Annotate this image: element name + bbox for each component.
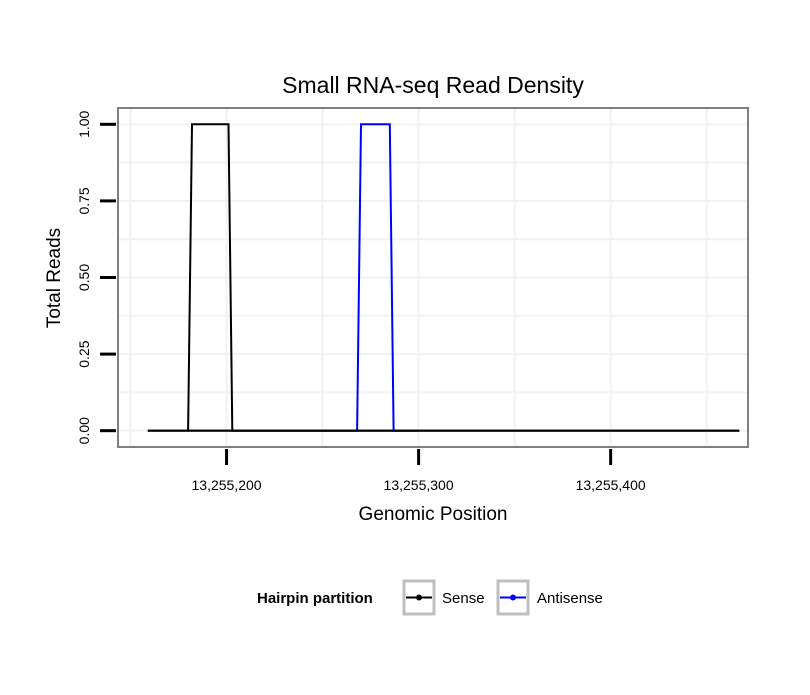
chart-title: Small RNA-seq Read Density [282, 72, 584, 98]
y-tick-label: 0.50 [76, 264, 92, 291]
grid [119, 109, 747, 446]
legend-label-antisense: Antisense [537, 590, 603, 607]
x-tick-label: 13,255,400 [576, 477, 646, 493]
plot-panel-border [117, 107, 749, 448]
legend-title: Hairpin partition [257, 590, 373, 607]
legend-dot-sense [416, 594, 422, 601]
legend-item-sense[interactable]: Sense [402, 579, 485, 616]
axes: 0.00 0.25 0.50 0.75 1.00 13,255,200 13,255,300… [76, 110, 646, 493]
x-tick-label: 13,255,300 [384, 477, 454, 493]
x-axis-title: Genomic Position [359, 504, 508, 525]
y-tick-label: 1.00 [76, 110, 92, 137]
y-tick-label: 0.75 [76, 187, 92, 214]
y-tick-label: 0.00 [76, 417, 92, 444]
legend-dot-antisense [510, 594, 516, 601]
y-tick-label: 0.25 [76, 340, 92, 367]
series-layer [147, 123, 740, 432]
legend: Hairpin partition Sense Antisense [257, 579, 603, 616]
legend-item-antisense[interactable]: Antisense [496, 579, 603, 616]
y-axis-title: Total Reads [44, 228, 65, 328]
x-tick-label: 13,255,200 [192, 477, 262, 493]
legend-label-sense: Sense [442, 590, 485, 607]
